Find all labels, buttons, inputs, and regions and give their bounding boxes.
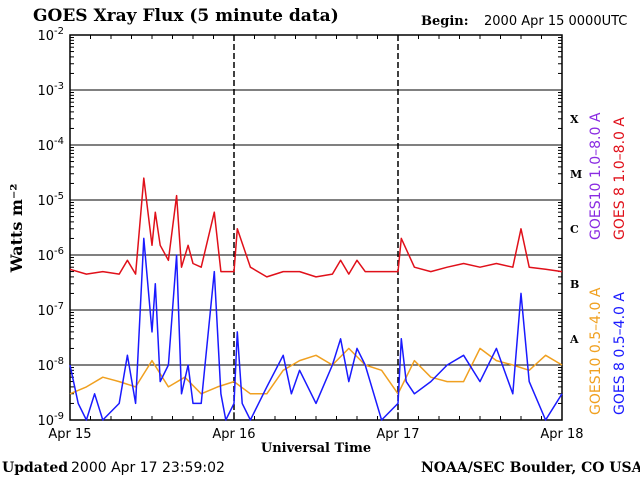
legend-entry: GOES10 0.5–4.0 A <box>588 287 604 415</box>
begin-label: Begin: <box>421 14 469 29</box>
legend-entry: GOES 8 0.5–4.0 A <box>612 292 628 415</box>
x-tick-label: Apr 16 <box>212 427 255 442</box>
y-tick-label: 10-4 <box>37 136 64 154</box>
flare-class-label: M <box>570 168 582 181</box>
chart-title: GOES Xray Flux (5 minute data) <box>33 6 339 26</box>
series-line <box>69 237 563 421</box>
flare-class-label: A <box>569 333 579 346</box>
x-tick-label: Apr 15 <box>48 427 91 442</box>
legend-entry: GOES 8 1.0–8.0 A <box>612 117 628 240</box>
y-tick-label: 10-9 <box>37 411 64 429</box>
y-axis-title: Watts m⁻² <box>7 184 26 274</box>
series-line <box>69 177 563 278</box>
series-line <box>69 347 563 395</box>
legend-entry: GOES10 1.0–8.0 A <box>588 112 604 240</box>
y-tick-label: 10-5 <box>37 191 64 209</box>
x-axis-title: Universal Time <box>261 441 371 456</box>
y-tick-label: 10-3 <box>37 81 64 99</box>
plot-frame <box>69 34 563 421</box>
y-tick-label: 10-2 <box>37 26 64 44</box>
credit-line: NOAA/SEC Boulder, CO USA <box>421 460 640 476</box>
flare-class-label: C <box>570 223 579 236</box>
y-tick-label: 10-7 <box>37 301 64 319</box>
y-tick-label: 10-8 <box>37 356 64 374</box>
y-tick-label: 10-6 <box>37 246 64 264</box>
x-tick-label: Apr 18 <box>540 427 583 442</box>
begin-value: 2000 Apr 15 0000UTC <box>484 14 628 29</box>
x-tick-label: Apr 17 <box>376 427 419 442</box>
flare-class-label: X <box>570 113 579 126</box>
updated-value: 2000 Apr 17 23:59:02 <box>71 460 225 476</box>
flare-class-label: B <box>570 278 579 291</box>
updated-label: Updated <box>2 460 69 476</box>
